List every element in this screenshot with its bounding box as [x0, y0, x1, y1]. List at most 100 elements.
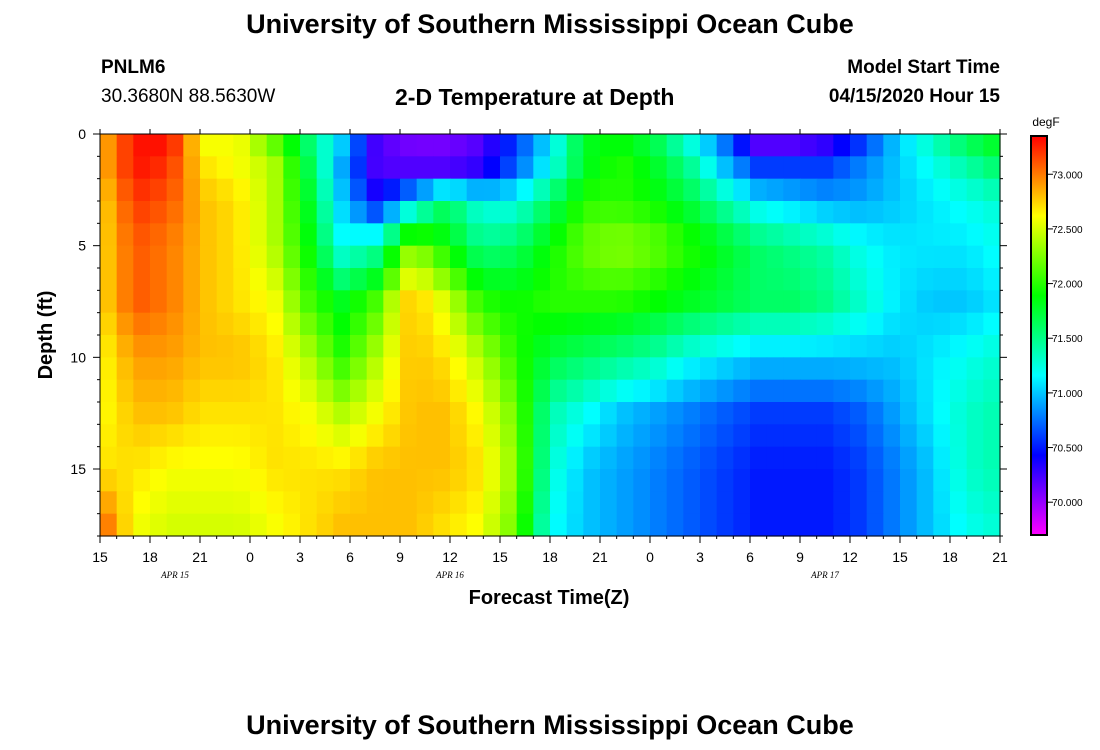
heatmap-cell	[166, 245, 184, 269]
heatmap-cell	[883, 402, 901, 425]
heatmap-cell	[450, 134, 468, 157]
heatmap-cell	[583, 357, 601, 381]
heatmap-cell	[283, 335, 301, 358]
heatmap-cell	[533, 357, 551, 381]
heatmap-cell	[500, 268, 518, 291]
heatmap-cell	[316, 178, 334, 202]
heatmap-cell	[966, 312, 984, 336]
heatmap-cell	[550, 491, 568, 515]
heatmap-cell	[833, 245, 851, 269]
heatmap-cell	[650, 268, 668, 291]
heatmap-cell	[866, 491, 884, 515]
heatmap-cell	[516, 223, 534, 247]
heatmap-cell	[833, 290, 851, 314]
heatmap-cell	[216, 245, 234, 269]
heatmap-cell	[850, 245, 868, 269]
heatmap-cell	[600, 424, 618, 448]
heatmap-cell	[316, 223, 334, 247]
heatmap-cell	[583, 201, 601, 224]
heatmap-cell	[900, 357, 918, 381]
heatmap-cell	[583, 156, 601, 180]
heatmap-cell	[300, 134, 318, 157]
heatmap-cell	[916, 268, 934, 291]
heatmap-cell	[716, 156, 734, 180]
heatmap-cell	[916, 446, 934, 470]
heatmap-cell	[716, 335, 734, 358]
heatmap-cell	[600, 357, 618, 381]
heatmap-cell	[133, 469, 151, 492]
heatmap-cell	[650, 424, 668, 448]
heatmap-cell	[416, 402, 434, 425]
heatmap-cell	[600, 402, 618, 425]
heatmap-cell	[616, 402, 634, 425]
heatmap-cell	[666, 223, 684, 247]
heatmap-cell	[400, 357, 418, 381]
heatmap-cell	[200, 491, 218, 515]
heatmap-cell	[416, 268, 434, 291]
heatmap-cell	[300, 312, 318, 336]
heatmap-cell	[683, 268, 701, 291]
heatmap-cell	[200, 201, 218, 224]
heatmap-cell	[116, 245, 134, 269]
heatmap-cell	[266, 223, 284, 247]
heatmap-cell	[266, 513, 284, 537]
x-tick-label: 18	[542, 549, 558, 565]
heatmap-cell	[316, 156, 334, 180]
heatmap-cell	[550, 446, 568, 470]
heatmap-cell	[400, 446, 418, 470]
heatmap-cell	[933, 134, 951, 157]
heatmap-cell	[550, 201, 568, 224]
heatmap-cell	[516, 491, 534, 515]
heatmap-cell	[950, 156, 968, 180]
heatmap-cell	[350, 335, 368, 358]
heatmap-cell	[333, 379, 351, 403]
heatmap-cell	[616, 357, 634, 381]
heatmap-cell	[116, 335, 134, 358]
heatmap-cell	[900, 134, 918, 157]
heatmap-cell	[883, 290, 901, 314]
heatmap-cell	[716, 446, 734, 470]
heatmap-cell	[400, 312, 418, 336]
heatmap-cell	[350, 469, 368, 492]
heatmap-cell	[983, 312, 1001, 336]
heatmap-cell	[833, 134, 851, 157]
heatmap-cell	[833, 469, 851, 492]
heatmap-cell	[200, 312, 218, 336]
heatmap-cell	[333, 446, 351, 470]
date-label: APR 17	[810, 570, 839, 580]
heatmap-cell	[600, 201, 618, 224]
heatmap-cell	[683, 446, 701, 470]
heatmap-cell	[933, 424, 951, 448]
heatmap-cell	[250, 290, 268, 314]
heatmap-cell	[633, 178, 651, 202]
heatmap-cell	[450, 156, 468, 180]
heatmap-cell	[733, 134, 751, 157]
heatmap-cell	[816, 491, 834, 515]
heatmap-cell	[266, 357, 284, 381]
heatmap-cell	[716, 379, 734, 403]
heatmap-cell	[716, 312, 734, 336]
heatmap-cell	[666, 156, 684, 180]
heatmap-cell	[450, 201, 468, 224]
heatmap-cell	[450, 290, 468, 314]
heatmap-cell	[150, 379, 168, 403]
heatmap-cell	[116, 513, 134, 537]
heatmap-cell	[733, 469, 751, 492]
heatmap-cell	[450, 335, 468, 358]
heatmap-cell	[516, 178, 534, 202]
heatmap-cell	[833, 379, 851, 403]
heatmap-cell	[566, 178, 584, 202]
heatmap-cell	[283, 446, 301, 470]
heatmap-cell	[600, 134, 618, 157]
heatmap-cell	[633, 312, 651, 336]
heatmap-cell	[300, 469, 318, 492]
heatmap-cell	[983, 402, 1001, 425]
heatmap-cell	[750, 491, 768, 515]
heatmap-cell	[100, 446, 118, 470]
heatmap-cell	[716, 134, 734, 157]
heatmap-cell	[516, 268, 534, 291]
heatmap-cell	[766, 268, 784, 291]
heatmap-cell	[833, 201, 851, 224]
heatmap-cell	[300, 357, 318, 381]
heatmap-cell	[150, 469, 168, 492]
